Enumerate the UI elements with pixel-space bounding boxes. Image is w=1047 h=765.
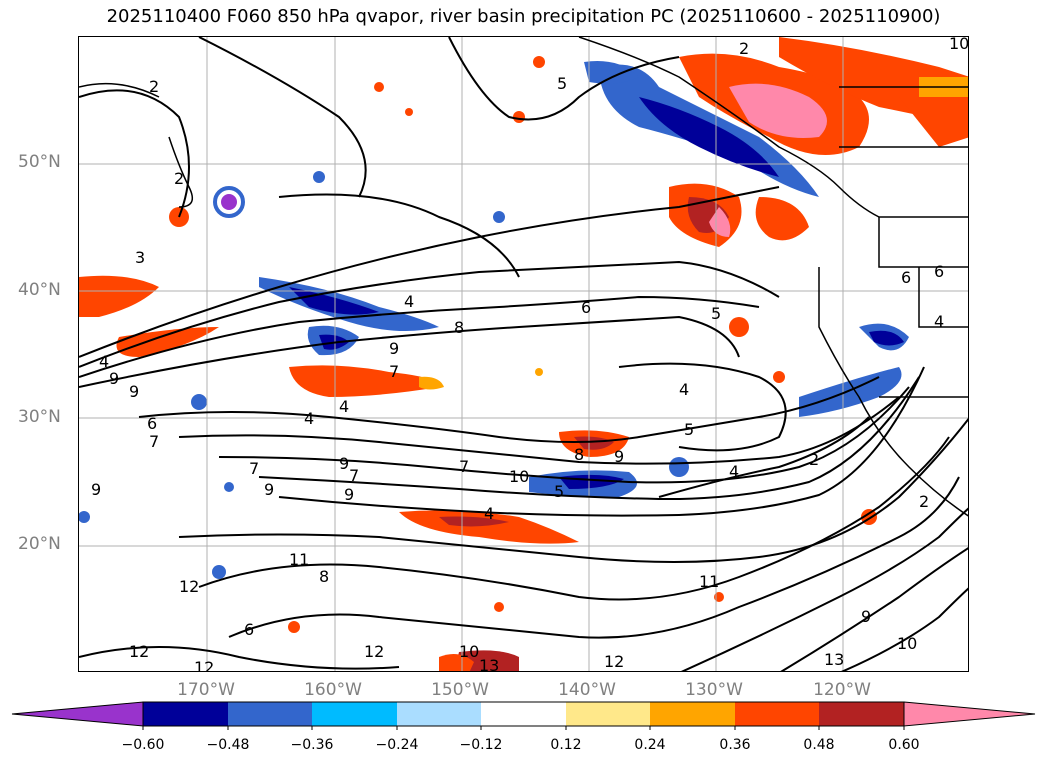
colorbar-tick: 0.48	[803, 737, 835, 753]
contour-label: 9	[861, 607, 871, 626]
contour-label: 4	[99, 352, 109, 371]
colorbar-extend-high	[903, 701, 1036, 727]
lon-label-170w: 170°W	[177, 680, 235, 700]
gridlines	[79, 37, 968, 671]
colorbar-extend-low	[11, 701, 144, 727]
colorbar-tick: 0.24	[634, 737, 666, 753]
contour-labels: 2 5 2 10 2 3 4 8 9 6 5 6 4 9 7 4 9 7 4 4…	[91, 37, 969, 672]
contour-label: 10	[459, 642, 479, 661]
contour-label: 5	[557, 74, 567, 93]
colorbar-tick: −0.12	[459, 737, 503, 753]
lat-label-50n: 50°N	[18, 152, 61, 172]
precip-shading	[79, 37, 968, 671]
lon-label-160w: 160°W	[304, 680, 362, 700]
colorbar-tick: −0.48	[206, 737, 250, 753]
map-title: 2025110400 F060 850 hPa qvapor, river ba…	[106, 6, 941, 27]
contour-label: 2	[174, 169, 184, 188]
contour-label: 13	[824, 650, 844, 669]
contour-label: 9	[91, 480, 101, 499]
coastlines	[79, 37, 968, 517]
map-canvas: 2 5 2 10 2 3 4 8 9 6 5 6 4 9 7 4 9 7 4 4…	[79, 37, 969, 672]
lat-label-30n: 30°N	[18, 407, 61, 427]
contour-label: 4	[679, 380, 689, 399]
contour-label: 4	[934, 312, 944, 331]
colorbar-segment	[143, 702, 228, 726]
colorbar-tick: 0.12	[550, 737, 582, 753]
contour-label: 2	[149, 77, 159, 96]
qvapor-contours	[79, 37, 968, 671]
contour-label: 10	[509, 467, 529, 486]
contour-label: 7	[389, 362, 399, 381]
contour-label: 9	[614, 447, 624, 466]
colorbar-segment	[566, 702, 650, 726]
colorbar	[11, 701, 1036, 730]
contour-label: 6	[244, 620, 254, 639]
contour-label: 6	[934, 262, 944, 281]
contour-label: 12	[194, 658, 214, 672]
contour-label: 6	[901, 268, 911, 287]
contour-label: 10	[949, 37, 969, 53]
colorbar-tick: −0.36	[290, 737, 334, 753]
contour-label: 5	[554, 482, 564, 501]
contour-label: 5	[684, 420, 694, 439]
contour-label: 7	[349, 466, 359, 485]
contour-label: 9	[129, 382, 139, 401]
contour-label: 12	[179, 577, 199, 596]
contour-label: 6	[147, 414, 157, 433]
contour-label: 4	[404, 292, 414, 311]
contour-label: 9	[344, 485, 354, 504]
lon-label-120w: 120°W	[813, 680, 871, 700]
contour-label: 7	[149, 432, 159, 451]
contour-label: 8	[319, 567, 329, 586]
lon-label-130w: 130°W	[685, 680, 743, 700]
contour-label: 7	[249, 459, 259, 478]
contour-label: 8	[454, 318, 464, 337]
contour-label: 12	[129, 642, 149, 661]
contour-label: 11	[289, 550, 309, 569]
contour-label: 2	[919, 492, 929, 511]
contour-label: 11	[699, 572, 719, 591]
contour-label: 9	[389, 339, 399, 358]
contour-label: 4	[484, 504, 494, 523]
contour-label: 9	[264, 480, 274, 499]
colorbar-tick: −0.24	[375, 737, 419, 753]
contour-label: 10	[897, 634, 917, 653]
colorbar-tick: 0.36	[719, 737, 751, 753]
colorbar-segment	[481, 702, 566, 726]
contour-label: 9	[339, 454, 349, 473]
lat-label-40n: 40°N	[18, 280, 61, 300]
colorbar-segment	[228, 702, 312, 726]
lon-label-140w: 140°W	[558, 680, 616, 700]
colorbar-segment	[312, 702, 397, 726]
contour-label: 2	[809, 450, 819, 469]
contour-label: 4	[339, 397, 349, 416]
lon-label-150w: 150°W	[431, 680, 489, 700]
colorbar-segment	[735, 702, 819, 726]
colorbar-segment	[650, 702, 735, 726]
colorbar-tick: −0.60	[121, 737, 165, 753]
lat-label-20n: 20°N	[18, 534, 61, 554]
colorbar-tick: 0.60	[888, 737, 920, 753]
contour-label: 4	[304, 409, 314, 428]
contour-label: 13	[479, 656, 499, 672]
contour-label: 12	[364, 642, 384, 661]
contour-label: 9	[109, 369, 119, 388]
contour-label: 4	[729, 462, 739, 481]
map-plot-area: 2 5 2 10 2 3 4 8 9 6 5 6 4 9 7 4 9 7 4 4…	[78, 36, 969, 672]
contour-label: 7	[459, 457, 469, 476]
contour-label: 5	[711, 304, 721, 323]
contour-label: 2	[739, 39, 749, 58]
contour-label: 3	[135, 248, 145, 267]
contour-label: 12	[604, 652, 624, 671]
contour-label: 8	[574, 445, 584, 464]
colorbar-segment	[819, 702, 904, 726]
contour-label: 6	[581, 298, 591, 317]
colorbar-segment	[397, 702, 481, 726]
